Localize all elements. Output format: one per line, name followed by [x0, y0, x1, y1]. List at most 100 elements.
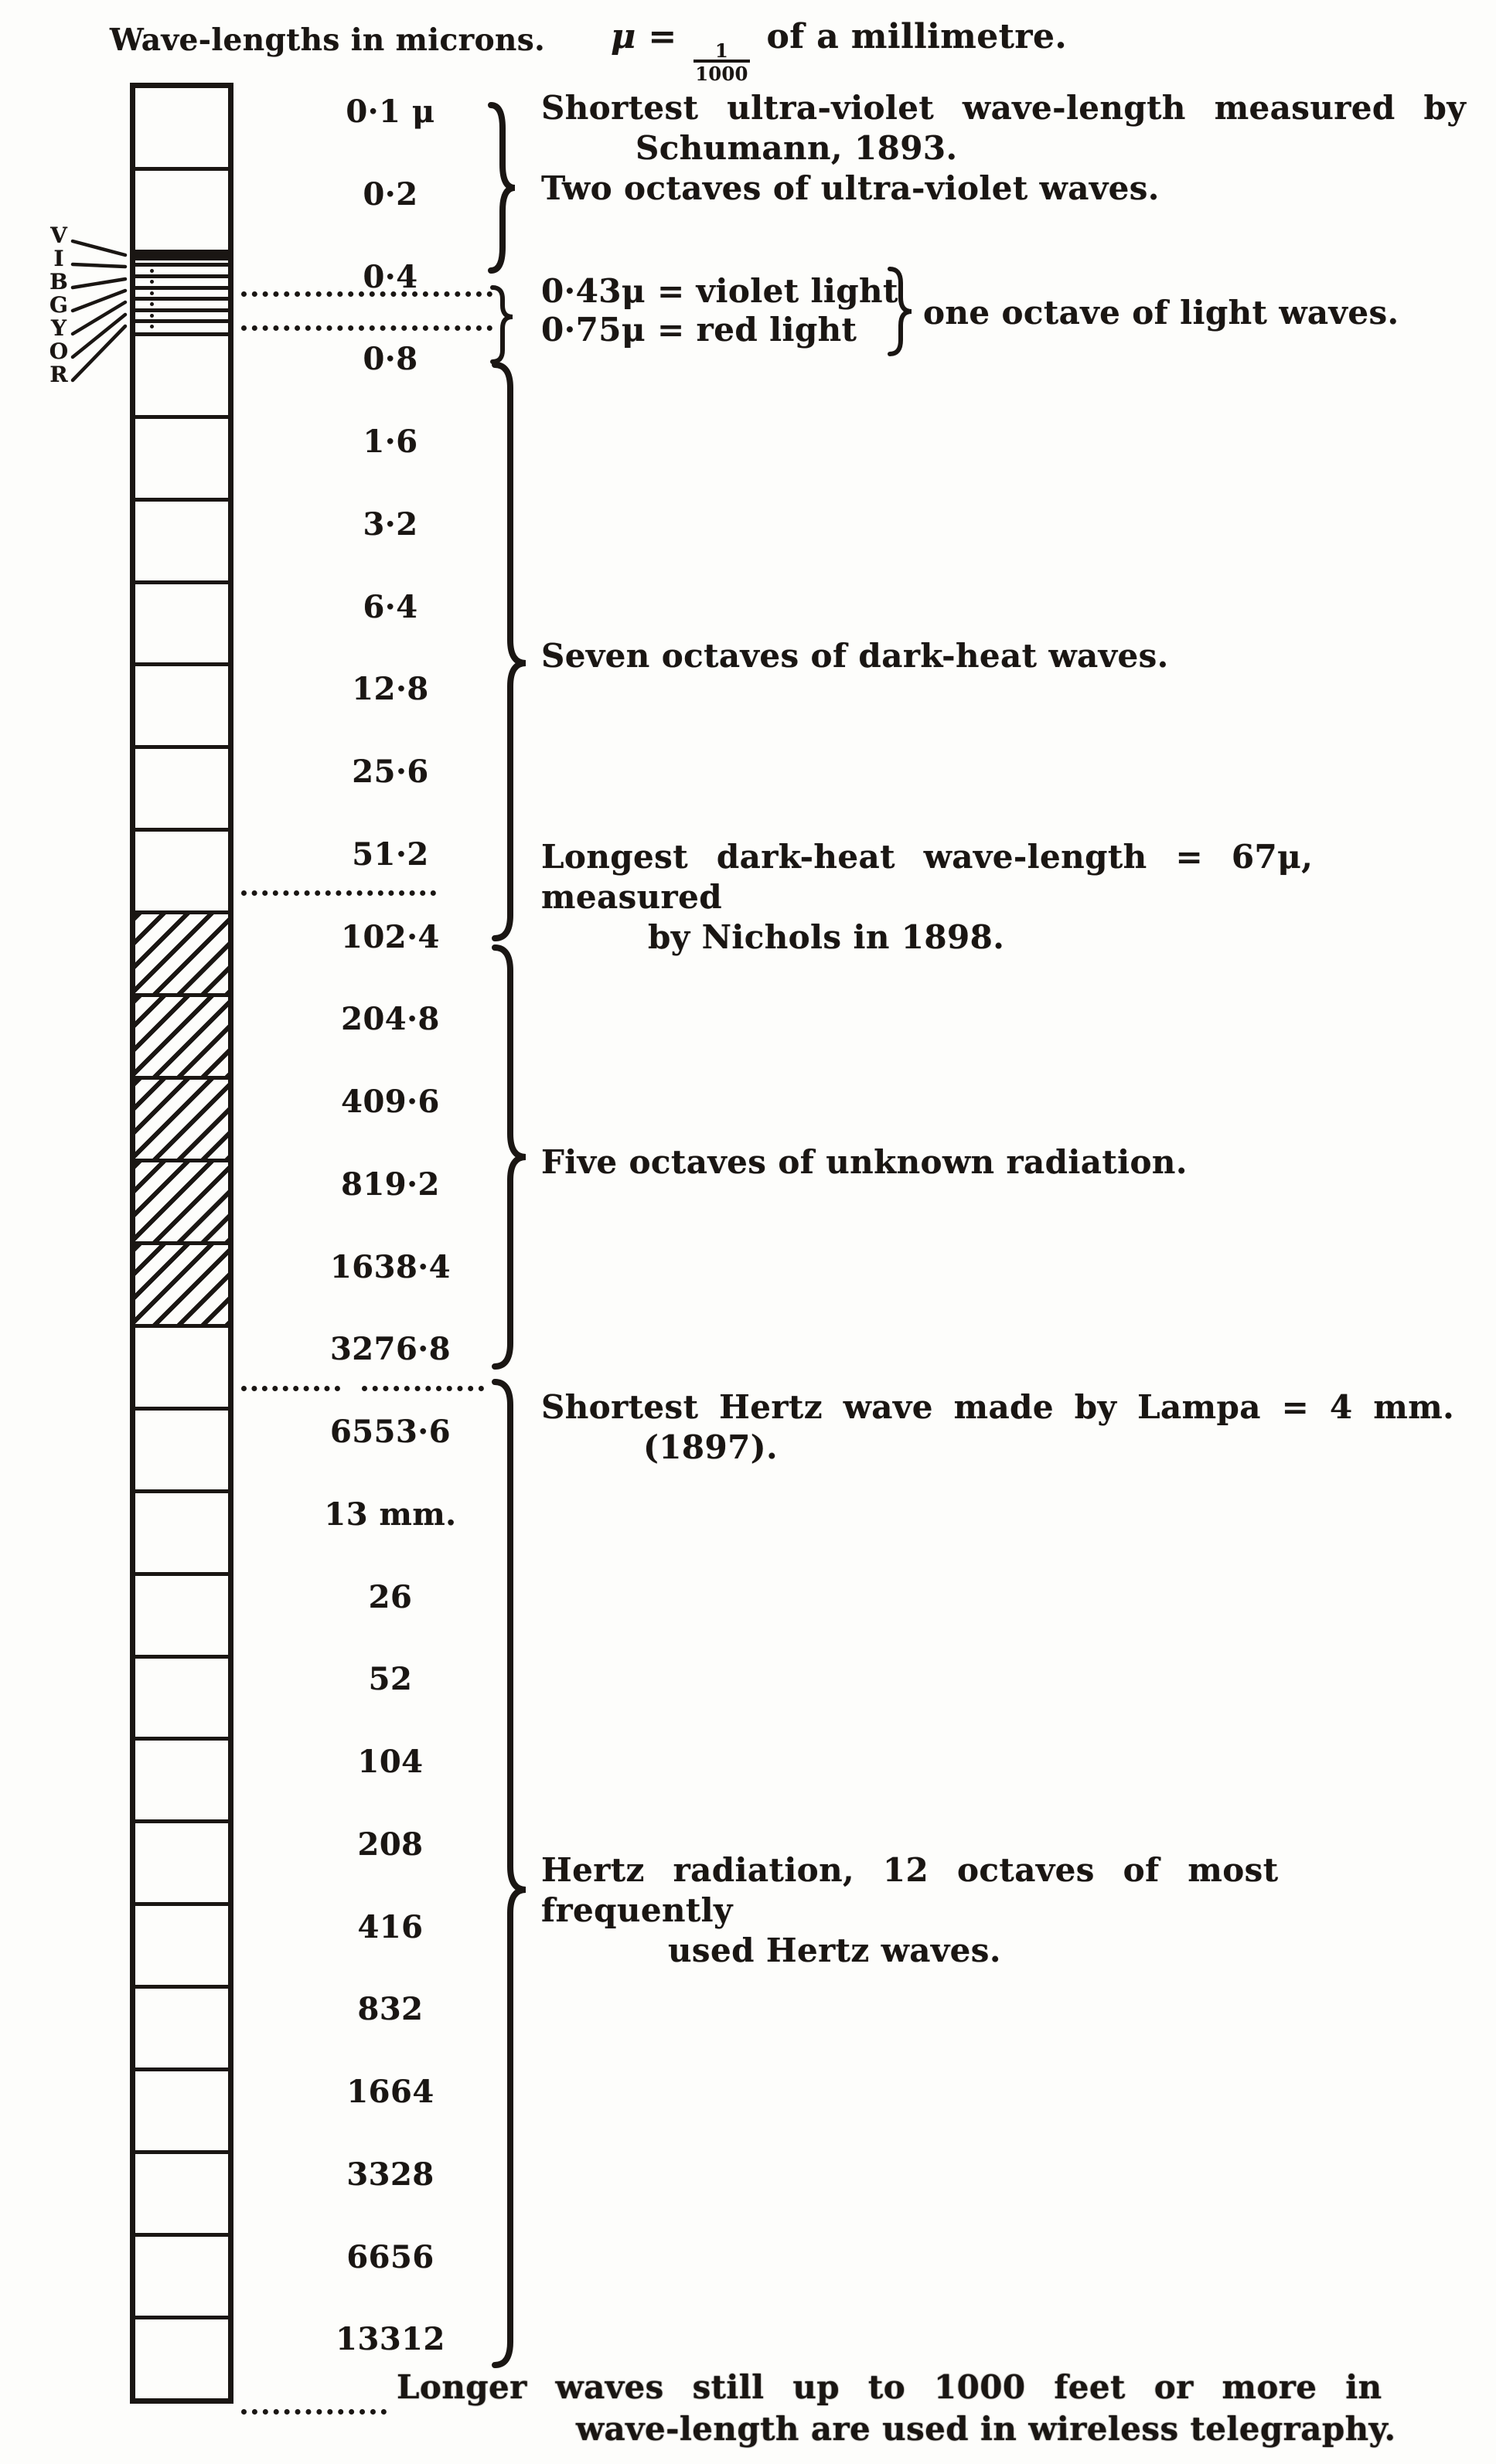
- visible-spectrum-band-line: [135, 263, 228, 267]
- scale-label: 832: [357, 1991, 424, 2028]
- scale-label: 1638·4: [329, 1248, 452, 1285]
- equals-sign: =: [636, 17, 690, 56]
- annotation-hertz-radiation: Hertz radiation, 12 octaves of most freq…: [541, 1850, 1481, 1971]
- scale-label: 416: [357, 1908, 424, 1945]
- annotation-longest-dark-heat: Longest dark-heat wave-length = 67μ, mea…: [541, 837, 1481, 958]
- octave-cell: [135, 1902, 228, 1985]
- scale-label: 26: [368, 1578, 413, 1615]
- octave-cell: [135, 166, 228, 250]
- octave-cell-hatched: [135, 1241, 228, 1324]
- dotted-guide-shortest-hertz-4mm: [362, 1386, 484, 1391]
- octave-cell: [135, 1571, 228, 1655]
- visible-spectrum-dot: [150, 313, 154, 318]
- scale-label: 819·2: [341, 1166, 440, 1203]
- octave-cell: [135, 1985, 228, 2068]
- visible-spectrum-dot: [150, 268, 154, 273]
- scale-label: 3328: [346, 2156, 434, 2193]
- octave-cell: [135, 1737, 228, 1819]
- annotation-wireless-line1: Longer waves still up to 1000 feet or mo…: [397, 2368, 1382, 2406]
- annotation-red-light: 0·75μ = red light: [541, 311, 857, 349]
- pointer-line-yellow: [70, 300, 128, 336]
- scale-label: 204·8: [341, 1001, 440, 1038]
- annotation-unknown-radiation: Five octaves of unknown radiation.: [541, 1143, 1188, 1181]
- visible-spectrum-top-band: [135, 253, 228, 260]
- scale-label: 51·2: [352, 836, 429, 873]
- octave-cell-hatched: [135, 993, 228, 1077]
- octave-cell: [135, 1406, 228, 1489]
- scale-label: 13 mm.: [324, 1496, 457, 1533]
- pointer-line-indigo: [70, 262, 128, 269]
- octave-cell-hatched: [135, 1076, 228, 1159]
- octave-cell: [135, 580, 228, 663]
- annotation-longest-line2: by Nichols in 1898.: [648, 918, 1005, 956]
- octave-cell: [135, 1819, 228, 1902]
- annotation-longest-line1: Longest dark-heat wave-length = 67μ, mea…: [541, 838, 1314, 916]
- scale-label: 0·4: [363, 258, 418, 295]
- annotation-shortest-hertz: Shortest Hertz wave made by Lampa = 4 mm…: [541, 1387, 1481, 1468]
- dotted-guide-shortest-hertz-4mm: [241, 1386, 340, 1391]
- octave-cell-hatched: [135, 910, 228, 994]
- octave-cell: [135, 332, 228, 415]
- scale-label: 1664: [346, 2074, 434, 2110]
- annotation-wireless-line2: wave-length are used in wireless telegra…: [576, 2410, 1396, 2448]
- spectrum-letter: I: [53, 246, 64, 271]
- mu-symbol: μ: [611, 17, 636, 56]
- annotation-hertz-line1: Hertz radiation, 12 octaves of most freq…: [541, 1851, 1279, 1929]
- scale-label: 3276·8: [329, 1331, 452, 1368]
- visible-spectrum-band-line: [135, 285, 228, 290]
- spectrum-letter: B: [49, 269, 68, 294]
- annotation-violet-light: 0·43μ = violet light: [541, 272, 898, 310]
- scale-label: 1·6: [363, 424, 418, 460]
- scale-label: 208: [357, 1826, 424, 1863]
- scale-label: 12·8: [352, 671, 429, 708]
- scale-label: 0·2: [363, 175, 418, 213]
- octave-cell: [135, 828, 228, 910]
- annotation-hertz-line2: used Hertz waves.: [668, 1931, 1001, 1969]
- visible-spectrum-dot: [150, 280, 154, 284]
- fraction-one-thousandth: 1 1000: [693, 39, 750, 84]
- octave-cell: [135, 414, 228, 498]
- octave-cell: [135, 2315, 228, 2398]
- spectrum-ladder: [130, 83, 233, 2404]
- octave-cell: [135, 662, 228, 745]
- octave-cell: [135, 88, 228, 167]
- figure-title: Wave-lengths in microns.: [110, 22, 546, 58]
- octave-cell: [135, 1489, 228, 1572]
- annotation-visible-light: 0·43μ = violet light 0·75μ = red light: [541, 272, 898, 349]
- octave-cell: [135, 249, 228, 332]
- scale-label: 6·4: [363, 588, 418, 625]
- spectrum-letter: G: [49, 292, 68, 318]
- visible-spectrum-band-line: [135, 274, 228, 278]
- spectrum-letter: R: [49, 362, 68, 387]
- scale-label: 104: [357, 1744, 424, 1780]
- dotted-guide-longer-waves: [241, 2409, 387, 2415]
- dotted-guide-longest-dark-heat-67: [241, 890, 436, 896]
- scale-label: 6656: [346, 2238, 434, 2275]
- scale-label: 0·1 μ: [346, 94, 435, 130]
- visible-spectrum-band-line: [135, 308, 228, 312]
- octave-cell: [135, 2150, 228, 2233]
- spectrum-letter: O: [49, 339, 69, 364]
- fraction-numerator: 1: [714, 39, 729, 62]
- pointer-line-violet: [70, 239, 128, 257]
- scale-label: 13312: [336, 2321, 445, 2358]
- annotation-uv-line1: Shortest ultra-violet wave-length measur…: [541, 89, 1467, 127]
- mu-definition-suffix: of a millimetre.: [754, 17, 1068, 56]
- pointer-line-blue: [70, 277, 128, 290]
- scale-label: 0·8: [363, 341, 418, 378]
- scale-label: 6553·6: [329, 1414, 452, 1450]
- annotation-hertz-short-line2: (1897).: [643, 1428, 779, 1466]
- annotation-uv-line3: Two octaves of ultra-violet waves.: [541, 169, 1160, 207]
- fraction-denominator: 1000: [693, 60, 750, 84]
- visible-spectrum-band-line: [135, 319, 228, 324]
- octave-cell: [135, 745, 228, 828]
- visible-spectrum-dot: [150, 302, 154, 307]
- scale-label: 102·4: [341, 918, 440, 955]
- annotation-wireless: Longer waves still up to 1000 feet or mo…: [397, 2367, 1479, 2450]
- annotation-uv-line2: Schumann, 1893.: [636, 129, 958, 167]
- octave-cell: [135, 2068, 228, 2150]
- octave-cell: [135, 1654, 228, 1737]
- annotation-ultraviolet: Shortest ultra-violet wave-length measur…: [541, 88, 1481, 209]
- dotted-guide-red-0-75: [241, 325, 492, 331]
- octave-cell: [135, 1323, 228, 1407]
